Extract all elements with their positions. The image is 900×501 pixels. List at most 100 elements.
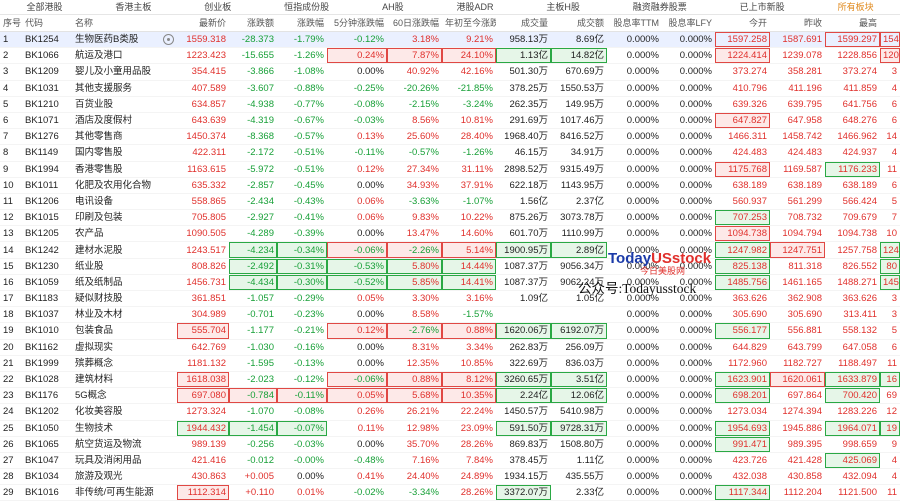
column-header-3[interactable]: 最新价 bbox=[177, 15, 229, 32]
column-header-2[interactable]: 名称 bbox=[72, 15, 177, 32]
column-header-10[interactable]: 成交额 bbox=[551, 15, 607, 32]
cell-prev: 1945.886 bbox=[770, 420, 825, 437]
cell-prev: 697.864 bbox=[770, 387, 825, 405]
tab-7[interactable]: 融资融券股票 bbox=[632, 2, 687, 12]
table-row[interactable]: 26 BK1065 航空货运及物流 989.139 -0.256 -0.03% 0.00% 3… bbox=[0, 436, 900, 453]
cell-code: BK1242 bbox=[22, 241, 72, 259]
table-row[interactable]: 22 BK1028 建筑材料 1618.038 -2.023 -0.12% -0.06% 0.… bbox=[0, 371, 900, 389]
cell-chg: -3.866 bbox=[229, 63, 277, 81]
cell-m5: 0.24% bbox=[327, 47, 387, 65]
cell-prev: 358.281 bbox=[770, 63, 825, 81]
column-header-0[interactable]: 序号 bbox=[0, 15, 22, 32]
tab-0[interactable]: 全部港股 bbox=[26, 2, 63, 12]
column-header-6[interactable]: 5分钟涨跌幅 bbox=[327, 15, 387, 32]
table-row[interactable]: 15 BK1230 纸业股 808.826 -2.492 -0.31% -0.53% 5.80… bbox=[0, 258, 900, 275]
cell-price: 354.415 bbox=[177, 63, 229, 81]
cell-dy2: 0.000% bbox=[662, 371, 715, 389]
cell-d60: -3.63% bbox=[387, 193, 442, 211]
tab-4[interactable]: AH股 bbox=[382, 2, 404, 12]
cell-x: 145 bbox=[880, 274, 900, 292]
table-row[interactable]: 25 BK1050 生物技术 1944.432 -1.454 -0.07% 0.11% 12.… bbox=[0, 420, 900, 437]
table-row[interactable]: 14 BK1242 建材水泥股 1243.517 -4.234 -0.34% -0.06% -… bbox=[0, 241, 900, 259]
cell-m5: 0.00% bbox=[327, 355, 387, 372]
table-row[interactable]: 11 BK1206 电讯设备 558.865 -2.434 -0.43% 0.06% -3.6… bbox=[0, 193, 900, 211]
column-header-12[interactable]: 股息率LFY bbox=[662, 15, 715, 32]
column-header-1[interactable]: 代码 bbox=[22, 15, 72, 32]
column-header-14[interactable]: 昨收 bbox=[770, 15, 825, 32]
table-row[interactable]: 9 BK1994 香港零售股 1163.615 -5.972 -0.51% 0.12% 27.… bbox=[0, 161, 900, 178]
cell-dy1: 0.000% bbox=[607, 420, 662, 437]
column-header-15[interactable]: 最高 bbox=[825, 15, 880, 32]
tab-1[interactable]: 香港主板 bbox=[115, 2, 152, 12]
table-row[interactable]: 6 BK1071 酒店及度假村 643.639 -4.319 -0.67% -0.03% 8.… bbox=[0, 112, 900, 130]
column-header-8[interactable]: 年初至今涨跌 bbox=[442, 15, 496, 32]
cell-high: 1188.497 bbox=[825, 355, 880, 372]
cell-vol: 1968.40万 bbox=[496, 128, 551, 146]
column-header-13[interactable]: 今开 bbox=[715, 15, 770, 32]
cell-chg: -0.701 bbox=[229, 306, 277, 324]
cell-dy2: 0.000% bbox=[662, 420, 715, 437]
table-row[interactable]: 3 BK1209 婴儿及小童用品股 354.415 -3.866 -1.08% 0.00% 4… bbox=[0, 63, 900, 81]
table-row[interactable]: 4 BK1031 其他支援服务 407.589 -3.607 -0.88% -0.25% -2… bbox=[0, 80, 900, 97]
table-row[interactable]: 29 BK1016 非传统/可再生能源 1112.314 +0.110 0.01% -0.0… bbox=[0, 484, 900, 501]
cell-d60: 8.56% bbox=[387, 112, 442, 130]
table-row[interactable]: 21 BK1999 殡葬概念 1181.132 -1.595 -0.13% 0.00% 12.… bbox=[0, 355, 900, 372]
cell-amt: 2.33亿 bbox=[551, 484, 607, 501]
cell-dy1: 0.000% bbox=[607, 403, 662, 421]
cell-m5: 0.00% bbox=[327, 225, 387, 243]
cell-amt: 34.91万 bbox=[551, 144, 607, 162]
tab-3[interactable]: 恒指成份股 bbox=[284, 2, 330, 12]
cell-amt: 1110.99万 bbox=[551, 225, 607, 243]
cell-name: 旅游及观光 bbox=[72, 468, 177, 486]
table-row[interactable]: 19 BK1010 包装食品 555.704 -1.177 -0.21% 0.12% -2.7… bbox=[0, 322, 900, 340]
table-row[interactable]: 24 BK1202 化妆美容股 1273.324 -1.070 -0.08% 0.26% 26… bbox=[0, 403, 900, 421]
column-header-11[interactable]: 股息率TTM bbox=[607, 15, 662, 32]
cell-pct: -1.26% bbox=[277, 47, 327, 65]
table-row[interactable]: 16 BK1059 纸及纸制品 1456.731 -4.434 -0.30% -0.52% 5… bbox=[0, 274, 900, 292]
cell-open: 639.326 bbox=[715, 96, 770, 113]
cell-n: 9 bbox=[0, 161, 22, 178]
column-header-7[interactable]: 60日涨跌幅 bbox=[387, 15, 442, 32]
cell-chg: -2.927 bbox=[229, 209, 277, 227]
table-row[interactable]: 13 BK1205 农产品 1090.505 -4.289 -0.39% 0.00% 13.4… bbox=[0, 225, 900, 243]
eye-icon[interactable] bbox=[163, 34, 174, 46]
table-row[interactable]: 28 BK1034 旅游及观光 430.863 +0.005 0.00% 0.41% 24.4… bbox=[0, 468, 900, 486]
cell-m5: 0.00% bbox=[327, 177, 387, 194]
table-row[interactable]: 20 BK1162 虚拟现实 642.769 -1.030 -0.16% 0.00% 8.31… bbox=[0, 339, 900, 356]
cell-dy1: 0.000% bbox=[607, 241, 662, 259]
cell-n: 12 bbox=[0, 209, 22, 227]
table-row[interactable]: 12 BK1015 印刷及包装 705.805 -2.927 -0.41% 0.06% 9.8… bbox=[0, 209, 900, 227]
cell-chg: -1.070 bbox=[229, 403, 277, 421]
tab-9[interactable]: 所有板块 bbox=[837, 2, 874, 12]
cell-name: 生物医药B类股 bbox=[72, 31, 177, 49]
table-row[interactable]: 5 BK1210 百货业股 634.857 -4.938 -0.77% -0.08% -2.1… bbox=[0, 96, 900, 113]
table-row[interactable]: 7 BK1276 其他零售商 1450.374 -8.368 -0.57% 0.13% 25.… bbox=[0, 128, 900, 146]
tab-2[interactable]: 创业板 bbox=[204, 2, 232, 12]
cell-high: 1964.071 bbox=[825, 420, 880, 437]
tab-8[interactable]: 已上市新股 bbox=[739, 2, 785, 12]
cell-dy1: 0.000% bbox=[607, 436, 662, 453]
table-row[interactable]: 18 BK1037 林业及木材 304.989 -0.701 -0.23% 0.00% 8.5… bbox=[0, 306, 900, 324]
cell-price: 1223.423 bbox=[177, 47, 229, 65]
cell-dy1: 0.000% bbox=[607, 209, 662, 227]
column-header-4[interactable]: 涨跌额 bbox=[229, 15, 277, 32]
cell-price: 430.863 bbox=[177, 468, 229, 486]
column-header-5[interactable]: 涨跌幅 bbox=[277, 15, 327, 32]
cell-vol: 591.50万 bbox=[496, 420, 551, 437]
tab-6[interactable]: 主板H股 bbox=[546, 2, 580, 12]
cell-prev: 1461.165 bbox=[770, 274, 825, 292]
column-header-9[interactable]: 成交量 bbox=[496, 15, 551, 32]
cell-name: 电讯设备 bbox=[72, 193, 177, 211]
cell-prev: 1274.394 bbox=[770, 403, 825, 421]
table-row[interactable]: 1 BK1254 生物医药B类股 1559.318 -28.373 -1.79% -0.12… bbox=[0, 31, 900, 49]
table-row[interactable]: 10 BK1011 化肥及农用化合物 635.332 -2.857 -0.45% 0.00%… bbox=[0, 177, 900, 194]
table-row[interactable]: 17 BK1183 疑似财技股 361.851 -1.057 -0.29% 0.05% 3.3… bbox=[0, 290, 900, 308]
cell-code: BK1276 bbox=[22, 128, 72, 146]
table-row[interactable]: 23 BK1176 5G概念 697.080 -0.784 -0.11% 0.05% 5.68… bbox=[0, 387, 900, 405]
table-row[interactable]: 8 BK1149 国内零售股 422.311 -2.172 -0.51% -0.11% -0.… bbox=[0, 144, 900, 162]
table-row[interactable]: 2 BK1066 航运及港口 1223.423 -15.655 -1.26% 0.24% 7.… bbox=[0, 47, 900, 65]
column-header-16[interactable] bbox=[880, 15, 900, 32]
table-row[interactable]: 27 BK1047 玩具及消闲用品 421.416 -0.012 -0.00% -0.48%… bbox=[0, 452, 900, 470]
cell-prev: 561.299 bbox=[770, 193, 825, 211]
tab-5[interactable]: 港股ADR bbox=[456, 2, 494, 12]
